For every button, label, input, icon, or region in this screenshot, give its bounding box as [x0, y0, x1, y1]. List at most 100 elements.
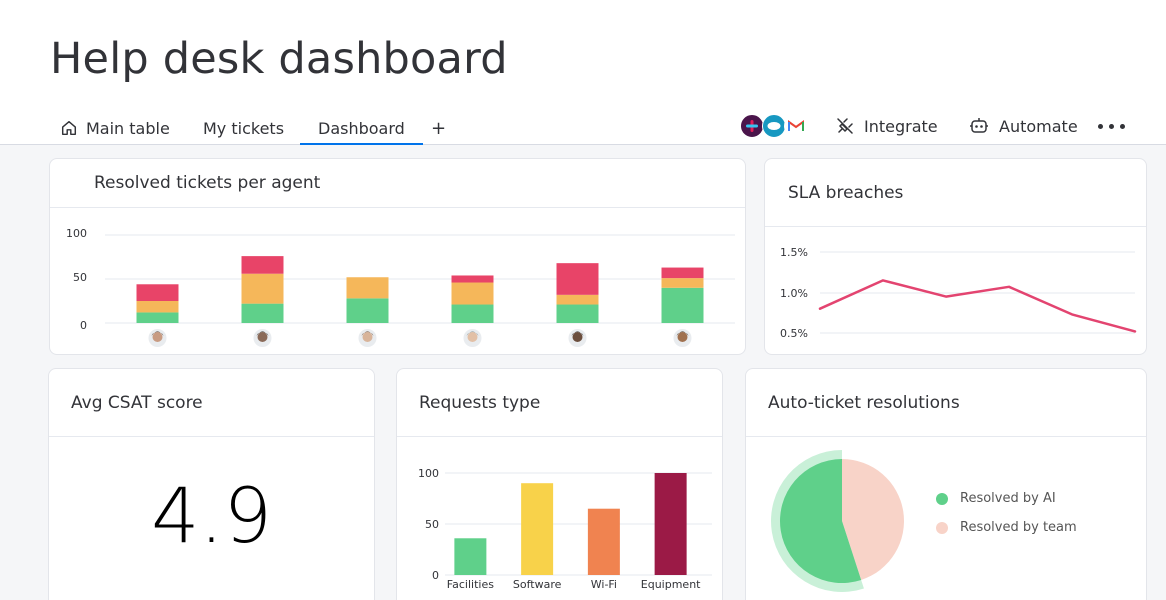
tab-main-table[interactable]: Main table	[60, 112, 170, 144]
requests-type-chart: 100 50 0 Facilities Software Wi-Fi Equipment	[418, 467, 712, 591]
legend-label: Resolved by team	[960, 520, 1077, 535]
robot-icon	[970, 118, 988, 133]
bar-segment	[241, 256, 284, 274]
y-tick-label: 100	[66, 227, 87, 240]
bar-segment	[661, 278, 704, 288]
widget-title: Avg CSAT score	[49, 369, 374, 437]
avatar-face	[572, 332, 583, 342]
agent-avatar	[568, 329, 587, 347]
y-tick-label: 0	[432, 569, 439, 582]
auto-resolutions-pie	[771, 450, 904, 592]
resolved-tickets-widget[interactable]: Resolved tickets per agent 100 50 0	[49, 158, 746, 355]
agent-avatar	[463, 329, 482, 347]
tab-dashboard[interactable]: Dashboard	[300, 112, 423, 145]
slack-icon	[740, 114, 764, 138]
bar-segment	[346, 277, 389, 299]
bar-segment	[241, 303, 284, 323]
avatar-hair	[151, 331, 164, 336]
csat-widget[interactable]: Avg CSAT score 4.9	[48, 368, 375, 600]
sla-breaches-chart: 1.5% 1.0% 0.5%	[780, 246, 1137, 340]
avatar-face	[257, 332, 268, 342]
tab-label: Main table	[86, 118, 170, 138]
legend-swatch	[936, 492, 948, 505]
widget-title: Requests type	[397, 369, 722, 437]
home-icon	[61, 120, 77, 136]
bar	[654, 473, 687, 575]
y-tick-label: 50	[73, 271, 87, 284]
widget-title: Resolved tickets per agent	[50, 159, 745, 208]
x-tick-label: Software	[513, 578, 562, 591]
widget-title: Auto-ticket resolutions	[746, 369, 1146, 437]
legend-swatch	[936, 521, 948, 534]
agent-avatar	[148, 329, 167, 347]
bar-segment	[556, 304, 599, 323]
bar-segment	[136, 312, 179, 323]
dot-icon	[1098, 123, 1103, 129]
tab-label: Dashboard	[318, 118, 405, 138]
avatar-hair	[256, 331, 269, 336]
x-tick-label: Facilities	[447, 578, 494, 591]
bar-segment	[556, 294, 599, 305]
pie-slice-ai	[779, 459, 862, 583]
sla-breaches-widget[interactable]: SLA breaches 1.5% 1.0% 0.5%	[764, 158, 1147, 355]
bar	[521, 483, 554, 575]
bar	[454, 538, 487, 575]
y-tick-label: 1.5%	[780, 246, 808, 259]
widget-title: SLA breaches	[765, 159, 1146, 227]
bar-segment	[556, 263, 599, 295]
tab-label: My tickets	[203, 118, 285, 138]
bar-segment	[346, 298, 389, 323]
more-options-button[interactable]	[1098, 112, 1125, 140]
legend-item-ai: Resolved by AI	[936, 491, 1056, 506]
y-tick-label: 50	[425, 518, 439, 531]
page-title: Help desk dashboard	[50, 34, 508, 84]
avatar-face	[467, 332, 478, 342]
avatar-hair	[361, 331, 374, 336]
requests-type-widget[interactable]: Requests type 100 50 0 Facilities Software Wi…	[396, 368, 723, 600]
avatar-hair	[676, 331, 689, 336]
dot-icon	[1109, 123, 1114, 129]
dot-icon	[1120, 123, 1125, 129]
board-header: Help desk dashboard Main table My ticket…	[0, 0, 1166, 145]
agent-avatar	[358, 329, 377, 347]
bar-segment	[451, 282, 494, 305]
automate-label: Automate	[999, 116, 1078, 136]
automate-button[interactable]: Automate	[969, 112, 1078, 140]
bar-segment	[136, 301, 179, 313]
tab-my-tickets[interactable]: My tickets	[203, 112, 284, 144]
legend-item-team: Resolved by team	[936, 520, 1077, 535]
bar-segment	[661, 267, 704, 279]
y-tick-label: 100	[418, 467, 439, 480]
auto-resolutions-widget[interactable]: Auto-ticket resolutions Resolved by AI R…	[745, 368, 1147, 600]
x-tick-label: Equipment	[641, 578, 701, 591]
salesforce-icon	[762, 114, 786, 138]
bar-segment	[451, 275, 494, 283]
bar-segment	[241, 273, 284, 304]
bar-segment	[661, 287, 704, 323]
avatar-hair	[466, 331, 479, 336]
gmail-icon	[784, 114, 808, 138]
agent-avatar	[253, 329, 272, 347]
legend-label: Resolved by AI	[960, 491, 1056, 506]
y-tick-label: 1.0%	[780, 287, 808, 300]
integration-apps	[740, 112, 808, 140]
agent-avatar	[673, 329, 692, 347]
y-tick-label: 0	[80, 319, 87, 332]
resolved-tickets-chart: 100 50 0	[66, 227, 735, 347]
avatar-hair	[571, 331, 584, 336]
integrate-button[interactable]: Integrate	[836, 112, 938, 140]
csat-score-value: 4.9	[151, 471, 272, 560]
y-tick-label: 0.5%	[780, 327, 808, 340]
avatar-face	[677, 332, 688, 342]
bar-segment	[136, 284, 179, 301]
x-tick-label: Wi-Fi	[591, 578, 617, 591]
pie-slice-team	[842, 459, 904, 580]
plug-icon	[837, 118, 853, 134]
avatar-face	[362, 332, 373, 342]
bar-segment	[451, 304, 494, 323]
integrate-label: Integrate	[864, 116, 938, 136]
add-view-button[interactable]: +	[431, 117, 447, 139]
series-line	[818, 279, 1137, 333]
bar	[587, 508, 620, 575]
avatar-face	[152, 332, 163, 342]
